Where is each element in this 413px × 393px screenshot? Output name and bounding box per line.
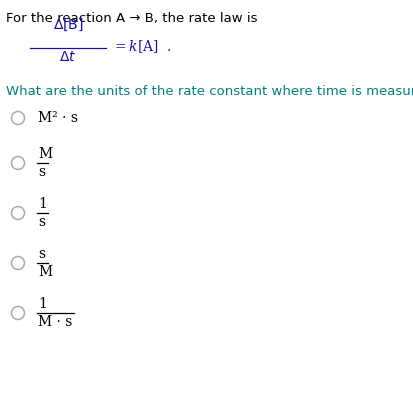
Text: M · s: M · s bbox=[38, 315, 72, 329]
Text: 1: 1 bbox=[38, 197, 47, 211]
Text: For the reaction A → B, the rate law is: For the reaction A → B, the rate law is bbox=[6, 12, 257, 25]
Text: s: s bbox=[38, 215, 45, 229]
Text: M: M bbox=[38, 265, 52, 279]
Text: $\Delta t$: $\Delta t$ bbox=[59, 50, 76, 64]
Text: s: s bbox=[38, 165, 45, 179]
Text: s: s bbox=[38, 247, 45, 261]
Text: 1: 1 bbox=[38, 297, 47, 311]
Text: M: M bbox=[38, 147, 52, 161]
Text: M² · s: M² · s bbox=[38, 111, 78, 125]
Text: $= k[\mathrm{A}]$  .: $= k[\mathrm{A}]$ . bbox=[112, 39, 171, 55]
Text: What are the units of the rate constant where time is measured in seconds?: What are the units of the rate constant … bbox=[6, 85, 413, 98]
Text: $\Delta$[B]: $\Delta$[B] bbox=[52, 17, 83, 33]
